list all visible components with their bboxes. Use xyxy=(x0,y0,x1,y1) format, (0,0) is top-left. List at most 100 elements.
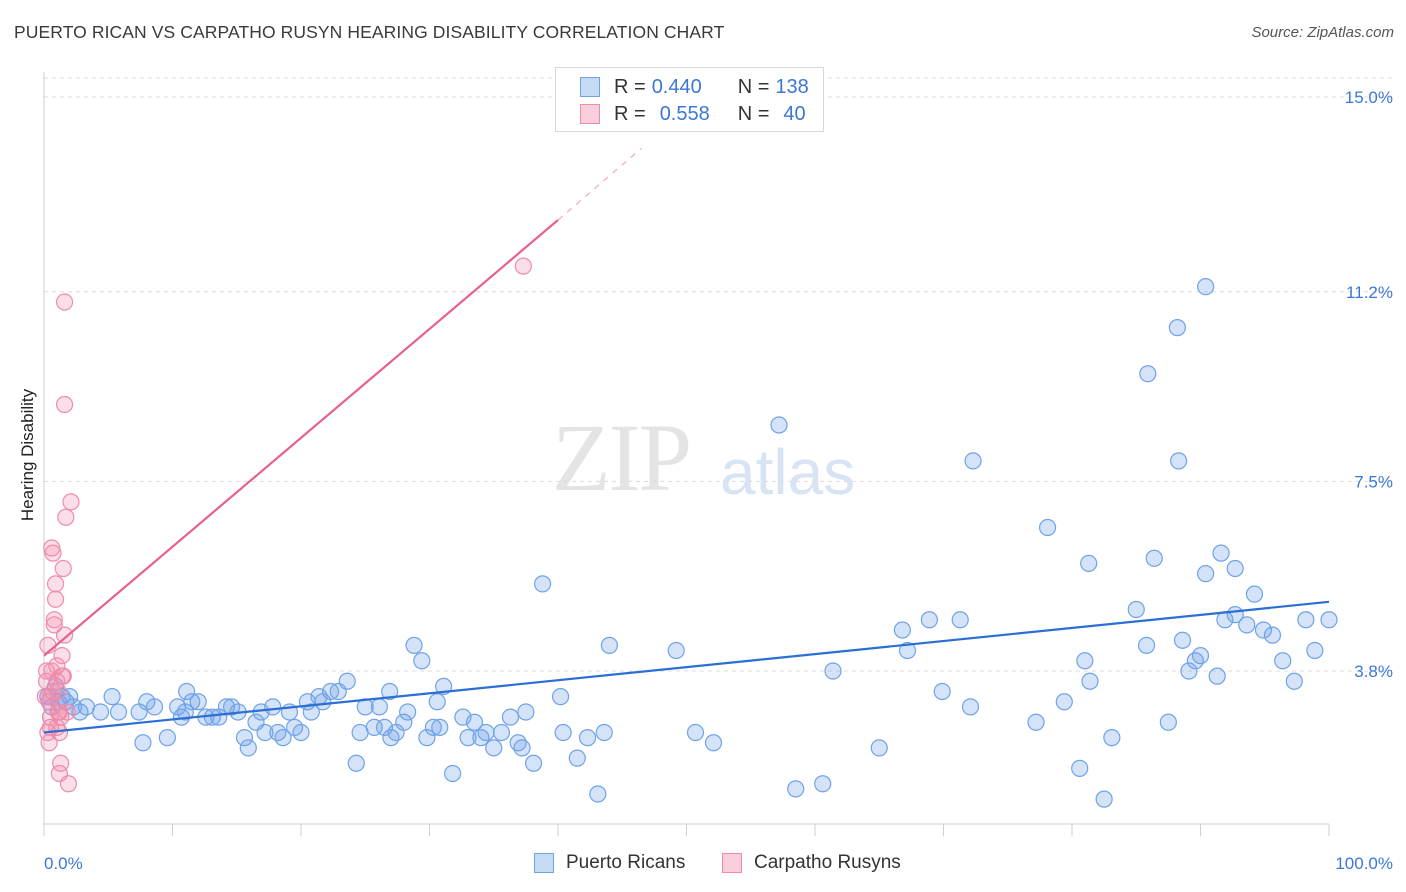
point-puerto-rican xyxy=(492,723,511,742)
point-puerto-rican xyxy=(513,739,531,757)
point-puerto-rican xyxy=(1103,729,1121,747)
point-carpatho-rusyn xyxy=(55,293,74,311)
point-puerto-rican xyxy=(1139,365,1157,383)
point-puerto-rican xyxy=(264,698,282,716)
point-puerto-rican xyxy=(814,775,832,793)
point-puerto-rican xyxy=(787,780,805,798)
point-puerto-rican xyxy=(239,739,257,757)
point-puerto-rican xyxy=(1080,554,1098,572)
point-puerto-rican xyxy=(1263,626,1282,644)
y-axis-label: Hearing Disability xyxy=(18,388,37,521)
point-puerto-rican xyxy=(395,713,413,731)
point-puerto-rican xyxy=(568,749,586,767)
point-puerto-rican xyxy=(428,693,446,711)
point-carpatho-rusyn xyxy=(57,508,75,526)
point-puerto-rican xyxy=(292,723,310,742)
point-puerto-rican xyxy=(235,729,254,747)
point-carpatho-rusyn xyxy=(55,626,74,644)
point-puerto-rican xyxy=(533,575,552,593)
point-puerto-rican xyxy=(158,729,176,747)
point-puerto-rican xyxy=(1285,672,1303,690)
point-puerto-rican xyxy=(381,682,399,701)
point-puerto-rican xyxy=(920,611,938,629)
point-puerto-rican xyxy=(302,703,320,721)
legend-r-label: R = xyxy=(614,75,646,98)
bottom-legend-label: Puerto Ricans xyxy=(566,852,686,873)
point-puerto-rican xyxy=(1095,790,1113,808)
point-puerto-rican xyxy=(524,754,543,772)
y-tick-label: 7.5% xyxy=(1354,472,1393,491)
point-puerto-rican xyxy=(595,723,613,742)
point-puerto-rican xyxy=(898,641,917,660)
x-tick-label: 100.0% xyxy=(1335,854,1393,873)
point-puerto-rican xyxy=(1055,693,1073,711)
point-carpatho-rusyn xyxy=(44,544,62,562)
point-carpatho-rusyn xyxy=(41,688,60,706)
point-puerto-rican xyxy=(1306,641,1324,660)
point-carpatho-rusyn xyxy=(48,657,66,675)
point-puerto-rican xyxy=(1137,636,1156,654)
point-puerto-rican xyxy=(1208,667,1226,685)
legend-swatch-pink xyxy=(580,104,600,124)
point-puerto-rican xyxy=(444,764,462,783)
point-puerto-rican xyxy=(256,723,274,742)
point-puerto-rican xyxy=(824,662,842,680)
point-puerto-rican xyxy=(933,682,951,701)
point-puerto-rican xyxy=(951,611,969,629)
point-puerto-rican xyxy=(459,729,477,747)
point-puerto-rican xyxy=(1197,565,1215,583)
point-puerto-rican xyxy=(704,734,723,752)
point-puerto-rican xyxy=(189,693,207,711)
point-puerto-rican xyxy=(418,729,436,747)
point-carpatho-rusyn xyxy=(45,616,63,634)
point-puerto-rican xyxy=(424,718,442,736)
point-puerto-rican xyxy=(370,698,388,716)
point-puerto-rican xyxy=(485,739,503,757)
legend-r-value: 0.440 xyxy=(651,75,702,98)
point-puerto-rican xyxy=(578,729,597,747)
legend-row-carpatho-rusyns: R = 0.558 N = 40 xyxy=(580,102,806,126)
point-puerto-rican xyxy=(1145,549,1163,567)
y-tick-label: 15.0% xyxy=(1345,88,1393,107)
point-puerto-rican xyxy=(1186,652,1204,670)
source-label: Source: ZipAtlas.com xyxy=(1251,24,1394,41)
point-carpatho-rusyn xyxy=(48,718,66,736)
point-puerto-rican xyxy=(1245,585,1264,603)
point-puerto-rican xyxy=(1170,452,1188,470)
point-puerto-rican xyxy=(1191,647,1210,665)
point-puerto-rican xyxy=(1038,518,1057,537)
legend: R = 0.440 N = 138 R = 0.558 N = 40 xyxy=(555,67,824,132)
trend-line-puerto-ricans xyxy=(43,600,1330,734)
y-tick-label: 11.2% xyxy=(1346,283,1393,302)
point-puerto-rican xyxy=(1127,600,1145,619)
point-carpatho-rusyn xyxy=(59,775,78,793)
point-puerto-rican xyxy=(477,723,495,742)
point-puerto-rican xyxy=(1081,672,1099,690)
point-puerto-rican xyxy=(1071,759,1089,777)
legend-swatch-blue xyxy=(580,77,600,97)
point-puerto-rican xyxy=(145,698,164,716)
point-carpatho-rusyn xyxy=(55,395,74,414)
point-puerto-rican xyxy=(91,703,110,721)
point-puerto-rican xyxy=(1254,621,1273,639)
point-carpatho-rusyn xyxy=(514,257,532,275)
point-carpatho-rusyn xyxy=(46,575,65,593)
point-puerto-rican xyxy=(103,688,121,706)
legend-r-label: R = xyxy=(614,102,646,125)
point-puerto-rican xyxy=(870,739,888,757)
legend-n-label: N = xyxy=(737,75,770,98)
point-puerto-rican xyxy=(274,729,292,747)
chart-title: PUERTO RICAN VS CARPATHO RUSYN HEARING D… xyxy=(14,22,725,42)
point-carpatho-rusyn xyxy=(54,559,72,578)
point-puerto-rican xyxy=(314,693,332,711)
point-puerto-rican xyxy=(183,693,201,711)
point-puerto-rican xyxy=(1076,652,1094,670)
point-puerto-rican xyxy=(176,703,194,721)
point-puerto-rican xyxy=(770,416,788,434)
point-carpatho-rusyn xyxy=(50,703,69,721)
watermark-atlas: atlas xyxy=(720,436,856,508)
point-puerto-rican xyxy=(347,754,365,772)
point-puerto-rican xyxy=(1238,616,1256,634)
point-puerto-rican xyxy=(667,641,685,660)
point-puerto-rican xyxy=(1320,611,1338,629)
